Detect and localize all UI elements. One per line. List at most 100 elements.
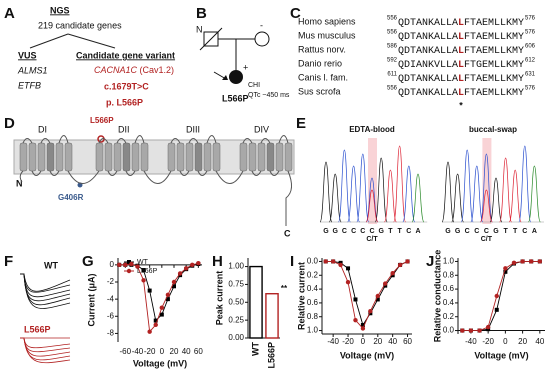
point — [360, 323, 365, 328]
phenotype: CHI — [248, 82, 260, 89]
base-call: C — [406, 228, 411, 235]
loop — [242, 135, 289, 176]
linker — [67, 170, 100, 184]
peak — [374, 157, 388, 223]
point — [375, 293, 380, 299]
y-axis-label: Peak current — [214, 271, 224, 326]
helix — [194, 142, 203, 172]
wt-label: WT — [44, 260, 58, 270]
residue: L — [458, 46, 464, 57]
deceased-slash — [199, 27, 223, 51]
peak — [499, 157, 512, 223]
peak — [470, 165, 484, 223]
x-tick-label: 40 — [182, 347, 191, 356]
end-position: 576 — [525, 16, 536, 22]
candidate-genes: 219 candidate genes — [38, 20, 122, 30]
end-position: 606 — [525, 44, 536, 50]
category-label: WT — [250, 342, 260, 356]
c-terminus: C — [284, 228, 291, 238]
n-terminus: N — [16, 178, 23, 188]
mother-genotype: - — [260, 20, 263, 30]
helix — [95, 142, 104, 172]
y-tick-label: 0.8 — [443, 270, 455, 279]
point — [368, 309, 373, 314]
start-position: 592 — [387, 58, 398, 64]
x-tick-label: 20 — [373, 337, 382, 346]
sequence: QDTANKALLALFTAEMLLKMY — [398, 74, 524, 85]
base-call: G — [493, 228, 499, 235]
known-mutation: G406R — [58, 193, 84, 202]
base-call: T — [513, 228, 518, 235]
chart: Relative conductance 0.0 0.2 0.4 0.6 0.8 1.0 -4… — [432, 250, 545, 360]
sequence-after: FTAEMLLKMY — [464, 32, 524, 43]
sequence-after: FTGEMLLKMY — [464, 60, 524, 71]
x-tick-label: -20 — [144, 347, 156, 356]
peak — [480, 153, 493, 223]
variant-highlight — [368, 138, 377, 224]
helix — [140, 142, 149, 172]
helix — [64, 142, 73, 172]
trace — [20, 337, 71, 364]
end-position: 631 — [525, 72, 536, 78]
helix — [37, 142, 46, 172]
helix — [275, 142, 284, 172]
helix — [203, 142, 212, 172]
point — [147, 329, 152, 334]
y-tick-label: 1.0 — [307, 326, 319, 335]
series-line — [462, 261, 540, 331]
helix — [239, 142, 248, 172]
domain-label: DIII — [186, 124, 200, 134]
helix — [46, 142, 55, 172]
variant-highlight — [482, 138, 492, 224]
point — [477, 328, 482, 333]
bar — [265, 293, 279, 339]
peak — [411, 173, 425, 223]
x-axis-label: Voltage (mV) — [133, 358, 187, 368]
proband — [229, 70, 243, 84]
helix — [19, 142, 28, 172]
point — [468, 328, 474, 333]
sequence-after: FTAEMLLKMY — [464, 88, 524, 99]
y-tick-label: 0.8 — [307, 312, 319, 321]
sequence: QDTANKALLALFTAEMLLKMY — [398, 18, 524, 29]
peak — [508, 169, 522, 223]
chart: Current (μA)-8-6-4-20-60 -40 -20 0 20 40 60Vol… — [86, 258, 203, 368]
gene: CACNA1C (Cav1.2) — [94, 65, 174, 75]
loop — [98, 135, 145, 176]
x-tick-label: 0 — [160, 347, 165, 356]
y-tick-label: 1.00 — [228, 262, 244, 271]
helix — [212, 142, 221, 172]
point — [123, 262, 128, 268]
peak — [356, 153, 370, 223]
c-tail — [285, 170, 292, 226]
point — [494, 293, 499, 299]
end-position: 612 — [525, 58, 536, 64]
point — [147, 288, 152, 293]
y-tick-label: 0.2 — [443, 312, 455, 321]
legend-label: L566P — [137, 268, 158, 275]
arrow-head — [222, 75, 228, 80]
start-position: 556 — [387, 86, 398, 92]
peak — [319, 161, 333, 223]
x-tick-label: 40 — [535, 337, 544, 346]
base-call: T — [397, 228, 402, 235]
start-position: 556 — [387, 30, 398, 36]
base-call: C — [465, 228, 470, 235]
legend-marker — [127, 260, 131, 264]
helix — [266, 142, 275, 172]
peak — [489, 177, 503, 223]
species: Homo sapiens — [298, 16, 356, 26]
variant-peak — [480, 189, 493, 223]
base-call: C — [342, 228, 347, 235]
species: Canis l. fam. — [298, 72, 348, 82]
sequence: QDTANKALLALFTAEMLLKMY — [398, 88, 524, 99]
heterozygous-call: C/T — [366, 236, 378, 243]
y-tick-label: 0.00 — [228, 333, 244, 342]
series-line — [119, 262, 199, 333]
qtc: QTc ~450 ms — [248, 92, 290, 99]
peak — [451, 173, 464, 223]
peak — [460, 149, 474, 223]
start-position: 556 — [387, 16, 398, 22]
